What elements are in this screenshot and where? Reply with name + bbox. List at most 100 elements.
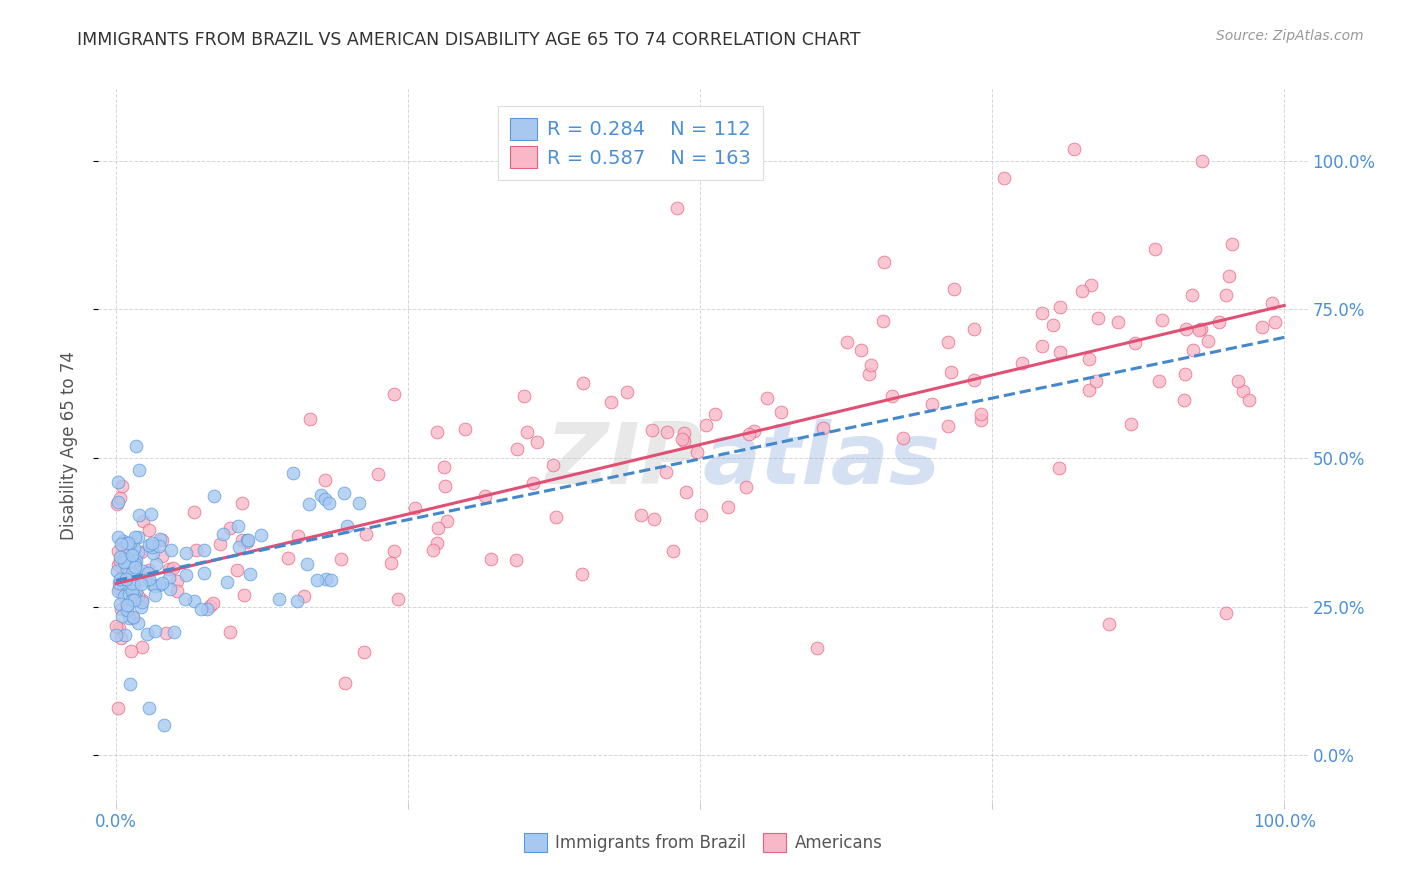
Point bbox=[105, 619, 128, 633]
Point bbox=[806, 641, 828, 656]
Point bbox=[269, 591, 291, 606]
Point bbox=[236, 533, 259, 548]
Point bbox=[174, 546, 197, 560]
Point bbox=[183, 594, 205, 608]
Point bbox=[943, 282, 966, 296]
Point bbox=[1147, 374, 1170, 388]
Point bbox=[675, 484, 697, 499]
Point bbox=[208, 537, 231, 551]
Point bbox=[873, 255, 896, 269]
Point bbox=[142, 546, 165, 560]
Point bbox=[1143, 242, 1166, 256]
Point bbox=[454, 422, 477, 436]
Point bbox=[149, 533, 172, 547]
Point bbox=[1150, 312, 1173, 326]
Point bbox=[163, 625, 186, 640]
Point bbox=[193, 543, 215, 558]
Text: ZIP: ZIP bbox=[546, 418, 703, 502]
Point bbox=[380, 556, 402, 570]
Point bbox=[127, 544, 149, 558]
Point bbox=[150, 533, 173, 547]
Point bbox=[124, 530, 146, 544]
Point bbox=[1107, 315, 1129, 329]
Point bbox=[522, 476, 544, 491]
Point bbox=[387, 592, 409, 607]
Point bbox=[1047, 460, 1070, 475]
Point bbox=[121, 566, 143, 581]
Point bbox=[166, 574, 188, 588]
Point bbox=[426, 536, 449, 550]
Point bbox=[159, 582, 181, 596]
Point bbox=[118, 587, 141, 601]
Point bbox=[1063, 142, 1085, 156]
Point bbox=[1098, 617, 1121, 632]
Point bbox=[134, 573, 156, 587]
Point bbox=[939, 364, 962, 378]
Point bbox=[138, 563, 160, 577]
Point bbox=[115, 602, 138, 616]
Point bbox=[686, 445, 709, 459]
Point bbox=[353, 645, 375, 659]
Point bbox=[849, 343, 872, 358]
Point bbox=[148, 539, 170, 553]
Point bbox=[513, 389, 536, 403]
Point bbox=[118, 535, 141, 549]
Point bbox=[138, 572, 160, 586]
Text: Source: ZipAtlas.com: Source: ZipAtlas.com bbox=[1216, 29, 1364, 43]
Point bbox=[202, 596, 225, 610]
Point bbox=[162, 561, 184, 575]
Point bbox=[298, 411, 321, 425]
Point bbox=[382, 544, 405, 558]
Point bbox=[315, 572, 337, 586]
Point bbox=[1087, 310, 1109, 325]
Point bbox=[115, 566, 138, 580]
Point bbox=[108, 491, 131, 506]
Point bbox=[110, 570, 132, 584]
Point bbox=[770, 405, 793, 419]
Point bbox=[1071, 284, 1094, 298]
Point bbox=[336, 519, 359, 533]
Point bbox=[717, 500, 740, 514]
Point bbox=[132, 514, 155, 528]
Point bbox=[858, 367, 880, 381]
Point bbox=[314, 473, 336, 487]
Point bbox=[150, 549, 173, 563]
Point bbox=[124, 559, 146, 574]
Point bbox=[228, 540, 250, 554]
Point bbox=[872, 314, 894, 328]
Point bbox=[122, 611, 145, 625]
Point bbox=[571, 567, 593, 582]
Point bbox=[110, 602, 132, 616]
Point bbox=[1049, 300, 1071, 314]
Point bbox=[174, 592, 197, 607]
Point bbox=[157, 562, 180, 576]
Point bbox=[112, 590, 135, 604]
Point bbox=[516, 425, 538, 439]
Point bbox=[571, 376, 593, 391]
Point bbox=[936, 335, 959, 350]
Point bbox=[1031, 339, 1053, 353]
Point bbox=[108, 621, 131, 635]
Point bbox=[124, 541, 146, 555]
Point bbox=[367, 467, 389, 482]
Point bbox=[127, 589, 149, 603]
Point bbox=[118, 611, 141, 625]
Point bbox=[125, 584, 148, 599]
Point bbox=[655, 465, 678, 479]
Point bbox=[690, 508, 713, 522]
Point bbox=[138, 538, 160, 552]
Point bbox=[129, 600, 152, 615]
Point bbox=[298, 497, 321, 511]
Point bbox=[115, 535, 138, 549]
Point bbox=[541, 458, 564, 472]
Point bbox=[118, 555, 141, 569]
Point bbox=[139, 507, 162, 521]
Point bbox=[108, 582, 131, 596]
Point bbox=[703, 407, 725, 421]
Point bbox=[108, 549, 131, 564]
Point bbox=[193, 566, 215, 580]
Point bbox=[198, 599, 221, 614]
Point bbox=[1189, 322, 1212, 336]
Point bbox=[107, 497, 129, 511]
Point bbox=[190, 601, 212, 615]
